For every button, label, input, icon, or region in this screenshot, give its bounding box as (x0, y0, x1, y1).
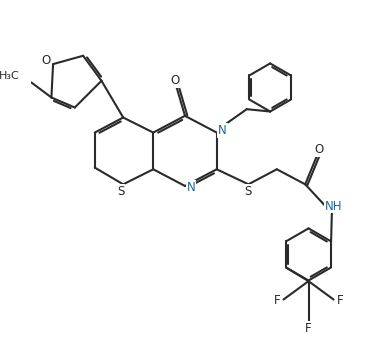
Text: N: N (219, 124, 227, 137)
Text: F: F (337, 294, 344, 307)
Text: N: N (187, 181, 195, 194)
Text: S: S (117, 185, 124, 198)
Text: NH: NH (325, 199, 342, 212)
Text: H₃C: H₃C (0, 72, 20, 81)
Text: O: O (41, 54, 51, 67)
Text: O: O (170, 74, 180, 87)
Text: S: S (244, 185, 251, 198)
Text: O: O (314, 143, 323, 156)
Text: F: F (305, 322, 312, 335)
Text: F: F (273, 294, 280, 307)
